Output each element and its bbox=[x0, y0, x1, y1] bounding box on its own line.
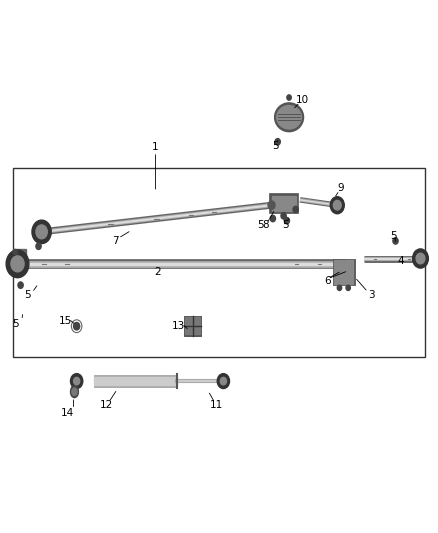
Ellipse shape bbox=[72, 388, 77, 395]
Bar bbox=[333, 259, 355, 285]
Circle shape bbox=[71, 374, 83, 389]
Bar bbox=[184, 316, 201, 336]
Text: 5: 5 bbox=[24, 290, 31, 300]
Bar bbox=[272, 196, 296, 211]
Text: 5: 5 bbox=[282, 220, 289, 230]
Bar bbox=[269, 193, 298, 213]
Text: 5: 5 bbox=[257, 220, 264, 230]
Text: 4: 4 bbox=[397, 256, 404, 266]
Ellipse shape bbox=[275, 103, 304, 132]
Circle shape bbox=[220, 377, 226, 385]
Text: 13: 13 bbox=[172, 321, 185, 331]
Text: 8: 8 bbox=[262, 220, 269, 230]
Circle shape bbox=[416, 253, 425, 264]
Text: 2: 2 bbox=[154, 267, 161, 277]
Text: 5: 5 bbox=[12, 319, 19, 329]
Circle shape bbox=[11, 256, 24, 272]
Circle shape bbox=[268, 201, 275, 209]
Circle shape bbox=[281, 213, 286, 219]
Circle shape bbox=[6, 250, 29, 278]
Circle shape bbox=[18, 282, 23, 288]
Circle shape bbox=[337, 285, 342, 290]
Circle shape bbox=[74, 322, 80, 330]
Circle shape bbox=[32, 220, 51, 244]
Bar bbox=[13, 168, 425, 357]
Ellipse shape bbox=[71, 386, 78, 398]
Text: 1: 1 bbox=[152, 142, 159, 151]
Bar bbox=[94, 375, 177, 387]
Bar bbox=[185, 317, 200, 334]
Circle shape bbox=[217, 374, 230, 389]
Circle shape bbox=[287, 95, 291, 100]
Text: 10: 10 bbox=[296, 95, 309, 104]
Circle shape bbox=[13, 249, 18, 255]
Circle shape bbox=[36, 243, 41, 249]
Circle shape bbox=[333, 200, 341, 210]
Text: 12: 12 bbox=[100, 400, 113, 410]
Text: 9: 9 bbox=[337, 183, 344, 192]
Circle shape bbox=[74, 377, 80, 385]
Text: 6: 6 bbox=[324, 276, 331, 286]
Circle shape bbox=[275, 139, 280, 145]
Circle shape bbox=[346, 285, 350, 290]
Bar bbox=[13, 249, 26, 256]
Text: 14: 14 bbox=[61, 408, 74, 418]
Bar bbox=[334, 260, 353, 284]
Text: 3: 3 bbox=[368, 290, 375, 300]
Text: 15: 15 bbox=[59, 316, 72, 326]
Text: 11: 11 bbox=[210, 400, 223, 410]
Text: 7: 7 bbox=[112, 236, 119, 246]
Bar bbox=[94, 377, 177, 385]
Text: 5: 5 bbox=[272, 141, 279, 150]
Circle shape bbox=[270, 215, 276, 222]
Circle shape bbox=[330, 197, 344, 214]
Circle shape bbox=[393, 238, 398, 244]
Circle shape bbox=[36, 225, 47, 239]
Circle shape bbox=[413, 249, 428, 268]
Circle shape bbox=[284, 217, 290, 224]
Text: 5: 5 bbox=[390, 231, 397, 240]
Circle shape bbox=[293, 206, 298, 213]
Ellipse shape bbox=[277, 106, 301, 129]
